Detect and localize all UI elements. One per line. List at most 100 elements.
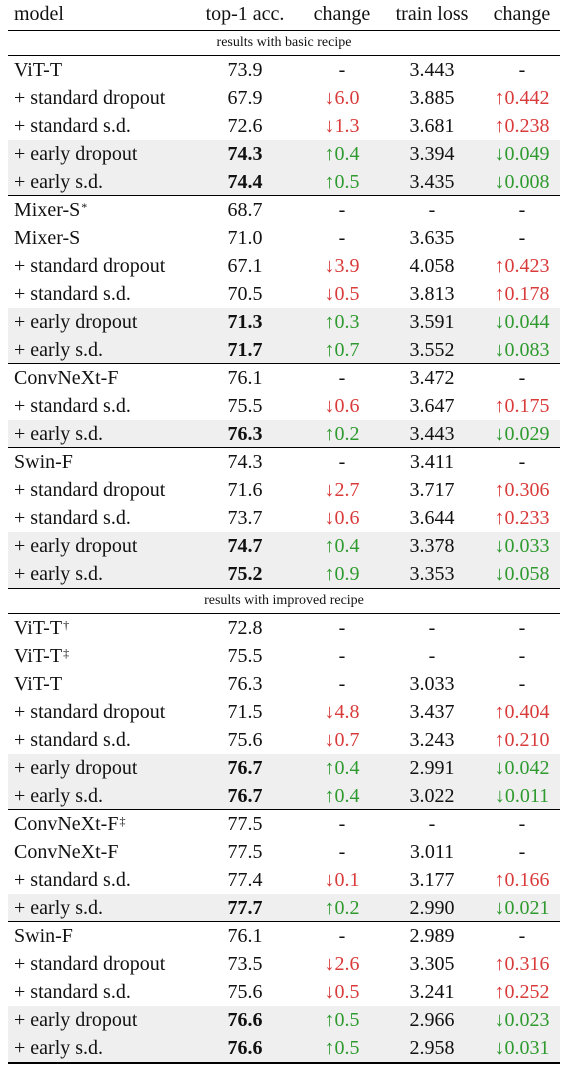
acc-change-value: ↑0.2	[324, 897, 360, 919]
train-loss-value: 3.472	[409, 367, 455, 389]
model-name: + early s.d.	[14, 560, 103, 588]
acc-change-value: ↑0.7	[324, 339, 360, 361]
table-row: + standard s.d. 75.6 ↓0.7 3.243 ↑0.210	[0, 726, 568, 754]
table-row: ConvNeXt-F‡ 77.5 - - -	[0, 810, 568, 838]
loss-change-value: ↓0.083	[494, 339, 550, 361]
top1-acc-value: 71.5	[227, 701, 263, 723]
top1-acc-value: 70.5	[227, 283, 263, 305]
model-name: + early s.d.	[14, 336, 103, 364]
table-row: + early dropout 76.6 ↑0.5 2.966 ↓0.023	[0, 1006, 568, 1034]
table-row: + standard s.d. 77.4 ↓0.1 3.177 ↑0.166	[0, 866, 568, 894]
loss-change-value: ↑0.238	[494, 115, 550, 137]
header-top1-acc: top-1 acc.	[205, 3, 285, 25]
table-row: ViT-T† 72.8 - - -	[0, 614, 568, 642]
table-row: + standard s.d. 70.5 ↓0.5 3.813 ↑0.178	[0, 280, 568, 308]
model-name: Swin-F	[14, 922, 73, 950]
train-loss-value: 3.353	[409, 563, 455, 585]
top1-acc-value: 76.6	[227, 1037, 263, 1059]
model-label: ViT-T	[14, 59, 63, 81]
train-loss-value: 2.991	[409, 757, 455, 779]
train-loss-value: 3.443	[409, 423, 455, 445]
acc-change-value: ↓0.5	[324, 981, 360, 1003]
top1-acc-value: 71.3	[227, 311, 263, 333]
loss-change-value: -	[518, 841, 526, 863]
model-footnote-mark: *	[81, 200, 88, 214]
model-name: Mixer-S	[14, 224, 80, 252]
model-label: + early dropout	[14, 311, 138, 333]
table-row: Mixer-S* 68.7 - - -	[0, 196, 568, 224]
top1-acc-value: 68.7	[227, 199, 263, 221]
top1-acc-value: 71.7	[227, 339, 263, 361]
top1-acc-value: 67.9	[227, 87, 263, 109]
model-label: Mixer-S	[14, 199, 81, 221]
table-row: + standard dropout 73.5 ↓2.6 3.305 ↑0.316	[0, 950, 568, 978]
train-loss-value: -	[428, 813, 436, 835]
loss-change-value: ↓0.023	[494, 1009, 550, 1031]
train-loss-value: -	[428, 199, 436, 221]
model-name: + early s.d.	[14, 782, 103, 810]
train-loss-value: -	[428, 617, 436, 639]
acc-change-value: ↑0.4	[324, 757, 360, 779]
top1-acc-value: 76.3	[227, 673, 263, 695]
model-name: + early dropout	[14, 1006, 137, 1034]
header-train-loss: train loss	[395, 3, 469, 25]
acc-change-value: ↓6.0	[324, 87, 360, 109]
header-change-acc: change	[313, 3, 371, 25]
acc-change-value: ↓1.3	[324, 115, 360, 137]
top1-acc-value: 75.5	[227, 645, 263, 667]
train-loss-value: 3.378	[409, 535, 455, 557]
table-row: ConvNeXt-F 77.5 - 3.011 -	[0, 838, 568, 866]
model-footnote-mark: †	[63, 618, 70, 632]
loss-change-value: -	[518, 227, 526, 249]
loss-change-value: ↓0.011	[494, 785, 550, 807]
model-name: + standard dropout	[14, 476, 165, 504]
header-model: model	[14, 3, 64, 25]
model-label: Swin-F	[14, 451, 73, 473]
model-label: + standard s.d.	[14, 729, 131, 751]
table-row: Swin-F 76.1 - 2.989 -	[0, 922, 568, 950]
model-label: + early dropout	[14, 535, 138, 557]
model-name: + early dropout	[14, 140, 137, 168]
table-row: + early dropout 74.7 ↑0.4 3.378 ↓0.033	[0, 532, 568, 560]
header-rule	[8, 30, 560, 31]
table-row: + early s.d. 76.7 ↑0.4 3.022 ↓0.011	[0, 782, 568, 810]
model-footnote-mark: ‡	[63, 646, 70, 660]
group-rule	[8, 363, 560, 364]
table-row: + early dropout 71.3 ↑0.3 3.591 ↓0.044	[0, 308, 568, 336]
loss-change-value: ↑0.316	[494, 953, 550, 975]
train-loss-value: 2.958	[409, 1037, 455, 1059]
top1-acc-value: 76.1	[227, 925, 263, 947]
train-loss-value: 3.813	[409, 283, 455, 305]
loss-change-value: ↑0.442	[494, 87, 550, 109]
train-loss-value: 3.552	[409, 339, 455, 361]
model-name: Mixer-S*	[14, 196, 87, 224]
model-label: ViT-T	[14, 617, 63, 639]
model-name: + standard dropout	[14, 252, 165, 280]
top1-acc-value: 74.3	[227, 451, 263, 473]
group-rule	[8, 447, 560, 448]
table-row: + early s.d. 71.7 ↑0.7 3.552 ↓0.083	[0, 336, 568, 364]
table-row: + early dropout 74.3 ↑0.4 3.394 ↓0.049	[0, 140, 568, 168]
acc-change-value: -	[338, 925, 346, 947]
train-loss-value: 3.243	[409, 729, 455, 751]
train-loss-value: 3.437	[409, 701, 455, 723]
train-loss-value: 3.644	[409, 507, 455, 529]
model-label: + early dropout	[14, 757, 138, 779]
loss-change-value: -	[518, 813, 526, 835]
train-loss-value: 3.022	[409, 785, 455, 807]
model-name: ConvNeXt-F	[14, 364, 118, 392]
table-row: + early s.d. 76.6 ↑0.5 2.958 ↓0.031	[0, 1034, 568, 1062]
top1-acc-value: 75.2	[227, 563, 263, 585]
model-label: + standard s.d.	[14, 869, 131, 891]
model-name: + early s.d.	[14, 1034, 103, 1062]
table-row: + standard s.d. 75.5 ↓0.6 3.647 ↑0.175	[0, 392, 568, 420]
table-row: + early s.d. 77.7 ↑0.2 2.990 ↓0.021	[0, 894, 568, 922]
train-loss-value: 3.394	[409, 143, 455, 165]
table-row: ConvNeXt-F 76.1 - 3.472 -	[0, 364, 568, 392]
acc-change-value: -	[338, 451, 346, 473]
model-name: + standard s.d.	[14, 280, 131, 308]
table-row: ViT-T‡ 75.5 - - -	[0, 642, 568, 670]
loss-change-value: ↓0.042	[494, 757, 550, 779]
top1-acc-value: 73.5	[227, 953, 263, 975]
